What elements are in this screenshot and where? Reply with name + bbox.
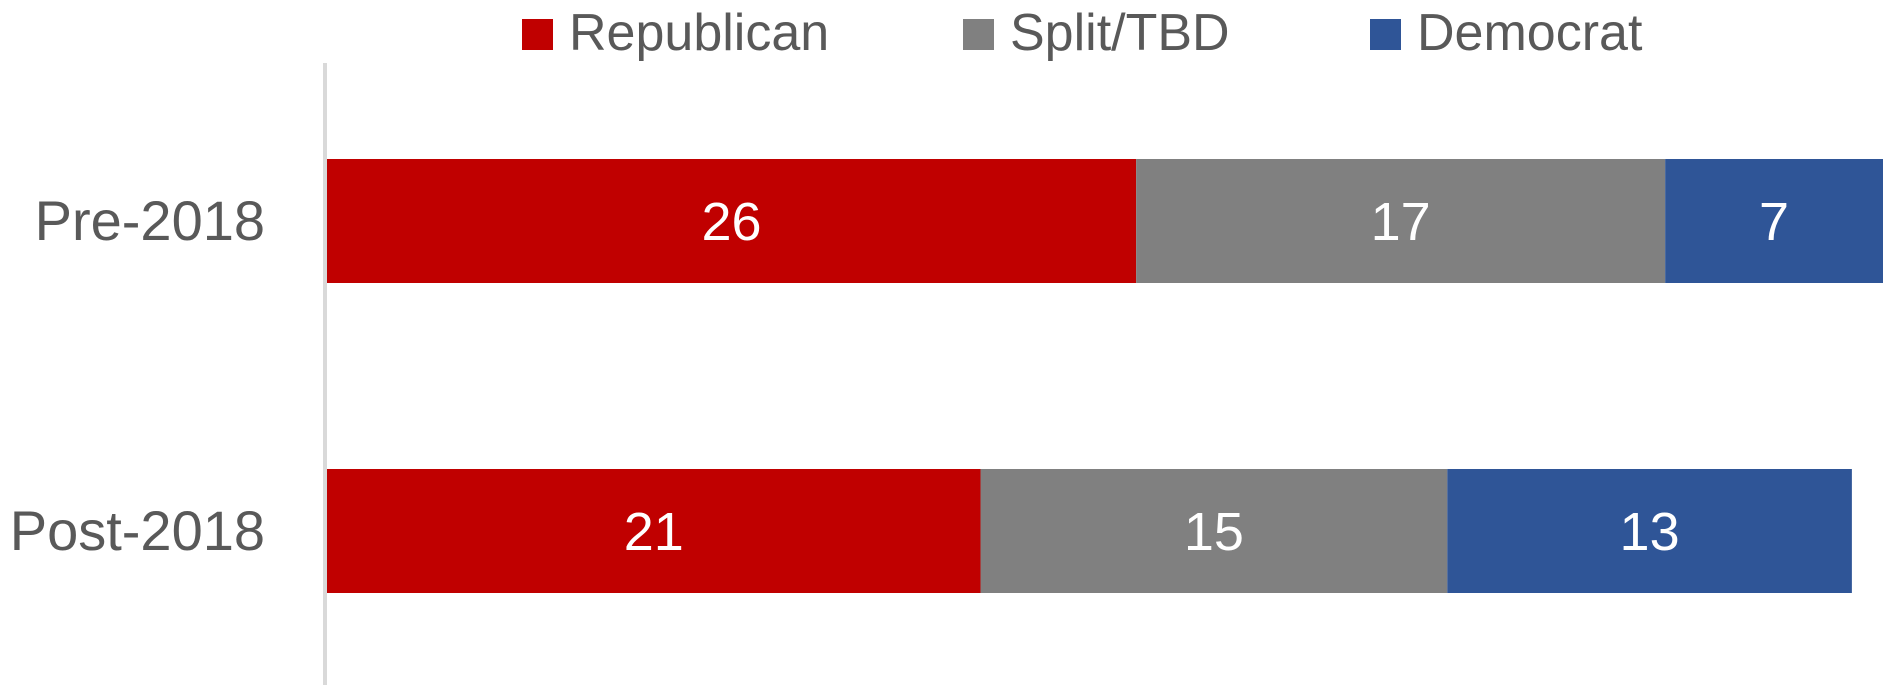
legend: Republican Split/TBD Democrat: [522, 4, 1643, 62]
legend-swatch-split-tbd: [963, 19, 994, 50]
data-label-democrat-post-2018: 13: [1620, 502, 1680, 562]
legend-label-split-tbd: Split/TBD: [1010, 4, 1230, 62]
category-label-pre-2018: Pre-2018: [35, 189, 265, 252]
legend-swatch-democrat: [1370, 19, 1401, 50]
legend-label-democrat: Democrat: [1417, 4, 1643, 62]
bars-group: 26 17 7 21 15 13: [327, 159, 1883, 593]
data-label-democrat-pre-2018: 7: [1759, 192, 1789, 252]
bar-split-tbd-post-2018: [980, 469, 1448, 593]
data-label-split-tbd-post-2018: 15: [1184, 502, 1244, 562]
legend-swatch-republican: [522, 19, 553, 50]
data-label-split-tbd-pre-2018: 17: [1371, 192, 1431, 252]
category-label-post-2018: Post-2018: [10, 499, 265, 562]
bar-democrat-post-2018: [1447, 469, 1852, 593]
data-label-republican-pre-2018: 26: [702, 192, 762, 252]
bar-republican-pre-2018: [327, 159, 1137, 283]
legend-label-republican: Republican: [569, 4, 829, 62]
bar-republican-post-2018: [327, 469, 981, 593]
category-labels: Pre-2018 Post-2018: [10, 189, 265, 562]
data-label-republican-post-2018: 21: [624, 502, 684, 562]
bar-split-tbd-pre-2018: [1136, 159, 1666, 283]
bar-democrat-pre-2018: [1665, 159, 1883, 283]
